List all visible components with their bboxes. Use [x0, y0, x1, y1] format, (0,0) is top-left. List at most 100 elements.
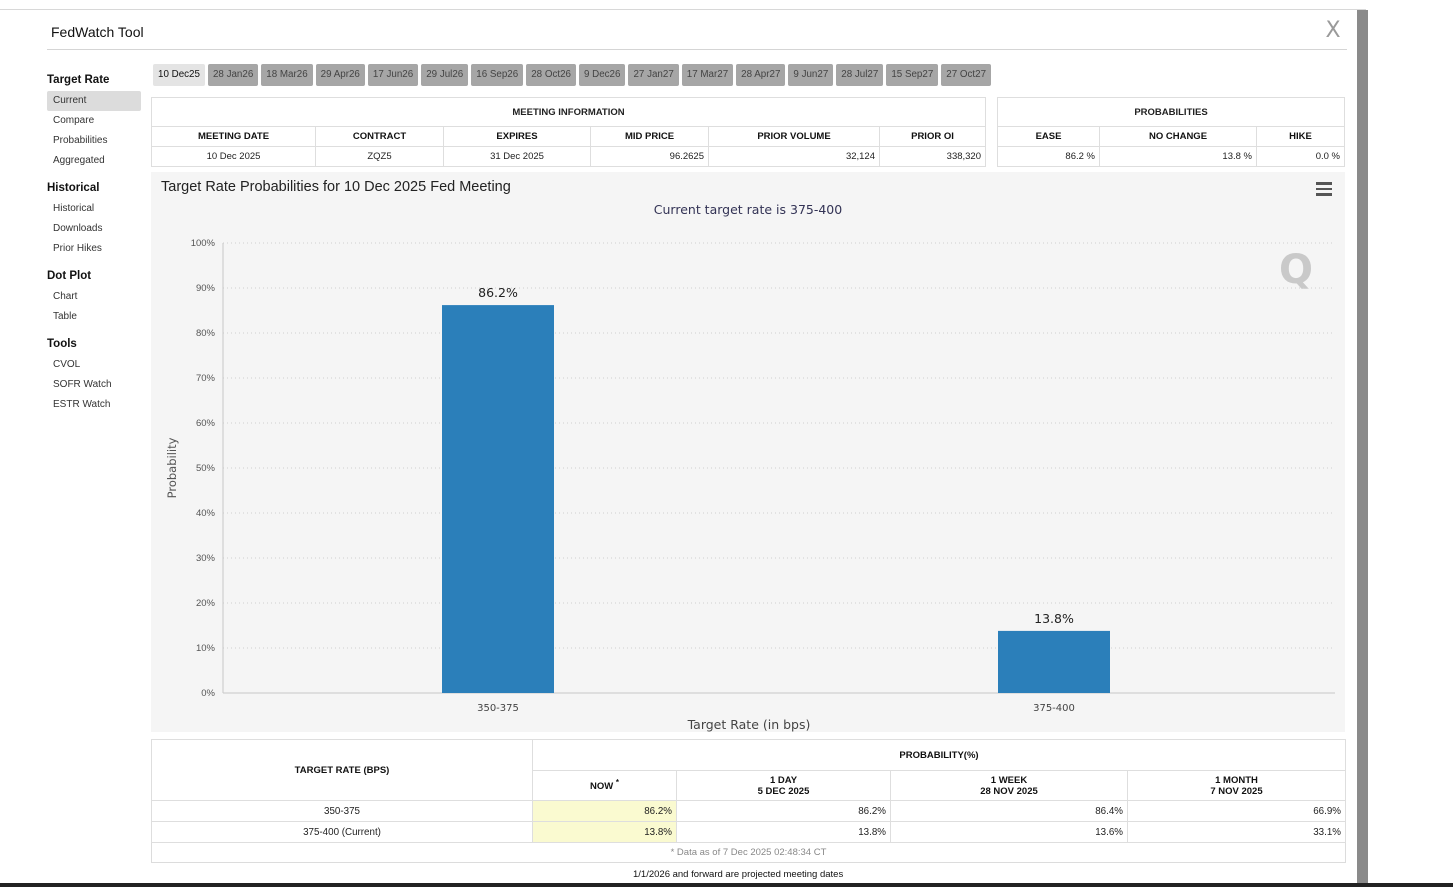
no-change-value: 13.8 % — [1099, 146, 1257, 167]
y-axis-title: Probability — [165, 437, 179, 498]
bar — [442, 305, 554, 693]
y-tick-label: 30% — [196, 553, 216, 564]
sidebar-item-current[interactable]: Current — [47, 91, 141, 111]
window-bottom-edge — [0, 883, 1453, 887]
tab-meeting[interactable]: 9 Dec26 — [578, 64, 626, 86]
rate-cell: 375-400 (Current) — [151, 821, 533, 843]
table-row: 375-400 (Current) 13.8% 13.8% 13.6% 33.1… — [151, 821, 1346, 843]
cme-logo-icon: Q — [1278, 247, 1313, 293]
tab-meeting[interactable]: 17 Mar27 — [681, 64, 734, 86]
sidebar-item-table[interactable]: Table — [53, 311, 77, 322]
sidebar-group-historical: Historical Historical Downloads Prior Hi… — [47, 179, 142, 259]
month-date: 7 NOV 2025 — [1210, 785, 1263, 797]
tab-meeting[interactable]: 27 Jan27 — [628, 64, 679, 86]
tab-meeting[interactable]: 27 Oct27 — [941, 64, 992, 86]
now-cell: 86.2% — [532, 800, 677, 822]
week-date: 28 NOV 2025 — [980, 785, 1038, 797]
col-header: MEETING DATE — [151, 126, 316, 147]
tab-meeting[interactable]: 28 Jul27 — [836, 64, 884, 86]
sidebar-item-chart[interactable]: Chart — [53, 291, 78, 302]
month-label: 1 MONTH — [1215, 774, 1258, 786]
tab-meeting[interactable]: 18 Mar26 — [261, 64, 313, 86]
y-tick-label: 50% — [196, 463, 216, 474]
sidebar-item-estr-watch[interactable]: ESTR Watch — [53, 399, 111, 410]
tab-meeting[interactable]: 17 Jun26 — [367, 64, 419, 86]
col-header: NO CHANGE — [1099, 126, 1257, 147]
col-now: NOW * — [532, 770, 677, 801]
projected-dates-note: 1/1/2026 and forward are projected meeti… — [633, 869, 844, 880]
sidebar-group-tools: Tools CVOL SOFR Watch ESTR Watch — [47, 335, 142, 415]
sidebar-heading: Dot Plot — [47, 270, 92, 282]
sidebar-item-aggregated[interactable]: Aggregated — [53, 155, 105, 166]
expires: 31 Dec 2025 — [443, 146, 591, 167]
prior-oi: 338,320 — [879, 146, 986, 167]
col-header: PRIOR OI — [879, 126, 986, 147]
close-icon[interactable]: X — [1325, 18, 1341, 43]
col-1day: 1 DAY 5 DEC 2025 — [676, 770, 891, 801]
probabilities-caption: PROBABILITIES — [997, 97, 1345, 127]
sidebar-item-probabilities[interactable]: Probabilities — [53, 135, 108, 146]
window-top-edge — [0, 0, 1366, 10]
page-scrollbar[interactable] — [1357, 10, 1368, 887]
col-header: MID PRICE — [590, 126, 709, 147]
probability-table: TARGET RATE (BPS) PROBABILITY(%) NOW * 1… — [151, 739, 1346, 863]
y-tick-label: 100% — [191, 238, 216, 249]
week-label: 1 WEEK — [990, 774, 1028, 786]
sidebar-item-sofr-watch[interactable]: SOFR Watch — [53, 379, 112, 390]
sidebar-item-cvol[interactable]: CVOL — [53, 359, 81, 370]
y-tick-label: 60% — [196, 418, 216, 429]
col-header: CONTRACT — [315, 126, 444, 147]
table-row: 350-375 86.2% 86.2% 86.4% 66.9% — [151, 800, 1346, 822]
meeting-info-caption: MEETING INFORMATION — [151, 97, 986, 127]
probability-chart: Target Rate Probabilities for 10 Dec 202… — [151, 172, 1345, 732]
sidebar-heading: Historical — [47, 182, 100, 194]
sidebar-heading: Target Rate — [47, 74, 110, 86]
bar — [998, 630, 1110, 693]
y-tick-label: 40% — [196, 508, 216, 519]
now-cell: 13.8% — [532, 821, 677, 843]
sidebar-item-compare[interactable]: Compare — [53, 115, 95, 126]
panel-header: FedWatch Tool X — [47, 17, 1347, 50]
col-probability: PROBABILITY(%) — [532, 739, 1346, 771]
col-header: EASE — [997, 126, 1100, 147]
contract: ZQZ5 — [315, 146, 444, 167]
rate-cell: 350-375 — [151, 800, 533, 822]
chart-title: Target Rate Probabilities for 10 Dec 202… — [161, 179, 511, 195]
col-header: EXPIRES — [443, 126, 591, 147]
sidebar: Target Rate Current Compare Probabilitie… — [47, 67, 142, 423]
tab-meeting[interactable]: 28 Oct26 — [526, 64, 576, 86]
probabilities-table: PROBABILITIES EASE NO CHANGE HIKE 86.2 %… — [997, 97, 1345, 167]
prior-volume: 32,124 — [708, 146, 880, 167]
month-cell: 66.9% — [1127, 800, 1346, 822]
col-1month: 1 MONTH 7 NOV 2025 — [1127, 770, 1346, 801]
x-tick-label: 375-400 — [1033, 703, 1075, 714]
tab-meeting[interactable]: 29 Jul26 — [421, 64, 469, 86]
meeting-date: 10 Dec 2025 — [151, 146, 316, 167]
fedwatch-panel: FedWatch Tool X Target Rate Current Comp… — [37, 17, 1355, 883]
bar-data-label: 13.8% — [1034, 611, 1074, 626]
hike-value: 0.0 % — [1256, 146, 1345, 167]
y-tick-label: 70% — [196, 373, 216, 384]
chart-menu-icon[interactable] — [1316, 182, 1332, 196]
tab-meeting[interactable]: 16 Sep26 — [471, 64, 524, 86]
meeting-info-table: MEETING INFORMATION MEETING DATE CONTRAC… — [151, 97, 986, 167]
sidebar-item-historical[interactable]: Historical — [53, 203, 95, 214]
tab-meeting[interactable]: 29 Apr26 — [315, 64, 365, 86]
now-footnote-mark: * — [615, 778, 619, 788]
meeting-tabs: 10 Dec25 28 Jan26 18 Mar26 29 Apr26 17 J… — [153, 64, 994, 86]
x-axis-title: Target Rate (in bps) — [687, 717, 811, 732]
tab-meeting[interactable]: 10 Dec25 — [153, 64, 205, 86]
col-1week: 1 WEEK 28 NOV 2025 — [890, 770, 1128, 801]
col-header: PRIOR VOLUME — [708, 126, 880, 147]
chart-subtitle: Current target rate is 375-400 — [653, 202, 843, 217]
tab-meeting[interactable]: 28 Apr27 — [736, 64, 786, 86]
ease-value: 86.2 % — [997, 146, 1100, 167]
tab-meeting[interactable]: 15 Sep27 — [886, 64, 939, 86]
tab-meeting[interactable]: 28 Jan26 — [207, 64, 259, 86]
day-cell: 13.8% — [676, 821, 891, 843]
tab-meeting[interactable]: 9 Jun27 — [788, 64, 834, 86]
sidebar-item-prior-hikes[interactable]: Prior Hikes — [53, 243, 102, 254]
day-date: 5 DEC 2025 — [757, 785, 810, 797]
sidebar-item-downloads[interactable]: Downloads — [53, 223, 103, 234]
bar-data-label: 86.2% — [478, 285, 518, 300]
